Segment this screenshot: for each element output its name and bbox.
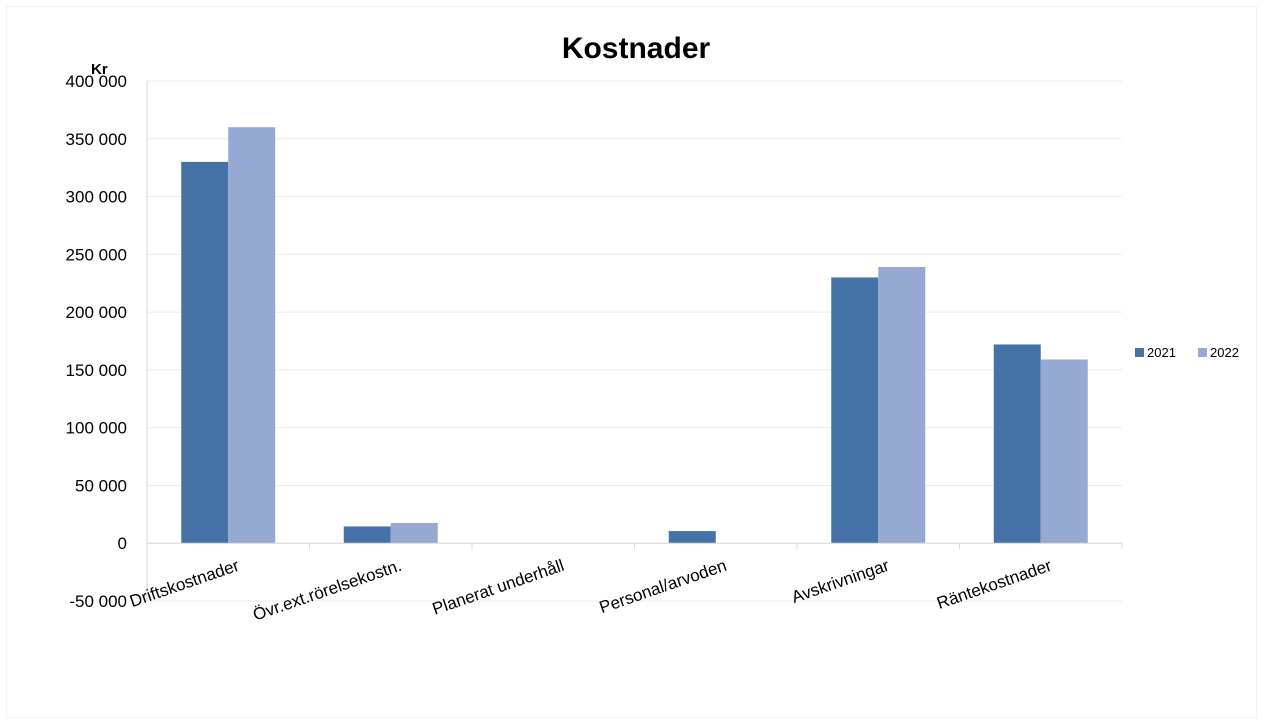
- bar-2021-3: [668, 531, 716, 544]
- bar-2021-1: [343, 526, 391, 544]
- y-tick-label: 50 000: [75, 476, 127, 495]
- bar-2022-5: [1040, 359, 1088, 544]
- y-axis-unit-label: Kr: [91, 61, 108, 78]
- bar-2021-5: [993, 344, 1041, 544]
- y-tick-label: 300 000: [66, 188, 127, 207]
- legend-swatch-2021: [1135, 348, 1144, 357]
- x-tick-label: Avskrivningar: [789, 556, 892, 607]
- bars: [181, 127, 1088, 544]
- x-tick-label: Planerat underhåll: [430, 556, 567, 619]
- x-tick-label: Räntekostnader: [934, 556, 1054, 613]
- chart-title: Kostnader: [562, 32, 711, 65]
- legend-label-2022: 2022: [1210, 345, 1239, 360]
- legend-swatch-2022: [1198, 348, 1207, 357]
- axes: [146, 81, 1123, 601]
- legend: 2021 2022: [1135, 345, 1239, 360]
- x-tick-labels: Driftskostnader Övr.ext.rörelsekostn. Plan…: [127, 556, 1054, 625]
- y-tick-label: 100 000: [66, 419, 127, 438]
- y-tick-label: 200 000: [66, 303, 127, 322]
- y-tick-label: 350 000: [66, 130, 127, 149]
- gridlines: [147, 80, 1122, 602]
- bar-2022-0: [228, 127, 276, 544]
- y-tick-label: 250 000: [66, 245, 127, 264]
- bar-2022-4: [878, 267, 926, 544]
- bar-2022-1: [390, 523, 438, 544]
- y-tick-label: -50 000: [69, 592, 127, 611]
- y-tick-label: 0: [118, 534, 127, 553]
- legend-label-2021: 2021: [1147, 345, 1176, 360]
- x-tick-label: Övr.ext.rörelsekostn.: [250, 556, 404, 625]
- bar-2021-4: [831, 277, 879, 544]
- y-tick-labels: -50 000 0 50 000 100 000 150 000 200 000 250 0…: [66, 72, 127, 611]
- x-tick-label: Personal/arvoden: [597, 556, 729, 617]
- y-tick-label: 150 000: [66, 361, 127, 380]
- x-tick-label: Driftskostnader: [127, 556, 242, 611]
- y-tick-label: 400 000: [66, 72, 127, 91]
- chart-frame: [6, 6, 1257, 718]
- bar-2021-0: [181, 161, 229, 544]
